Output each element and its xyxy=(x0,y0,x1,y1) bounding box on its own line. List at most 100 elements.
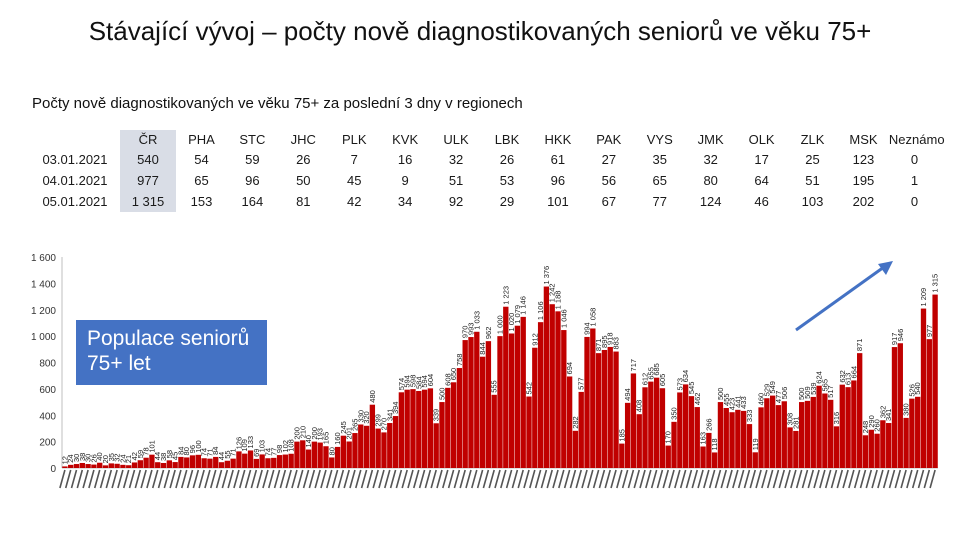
bar xyxy=(665,445,671,468)
data-label: 549 xyxy=(768,381,777,394)
data-label: 282 xyxy=(571,416,580,429)
x-tick-mark xyxy=(911,469,919,489)
y-tick-label: 1 400 xyxy=(31,279,56,290)
data-label: 58 xyxy=(165,450,174,458)
bar xyxy=(300,440,306,468)
data-label: 201 xyxy=(345,427,354,440)
data-label: 84 xyxy=(176,447,185,455)
data-label: 912 xyxy=(530,333,539,346)
data-label: 993 xyxy=(466,323,475,336)
data-label: 96 xyxy=(188,445,197,453)
table-cell: 77 xyxy=(652,194,667,209)
data-label: 308 xyxy=(786,413,795,426)
x-tick-mark xyxy=(82,469,89,489)
bar xyxy=(305,449,312,468)
x-tick-mark xyxy=(674,469,681,489)
x-tick-mark xyxy=(894,469,902,489)
bar xyxy=(891,347,898,468)
data-label: 871 xyxy=(855,339,864,352)
table-cell: 67 xyxy=(601,194,617,209)
x-tick-mark xyxy=(70,469,78,489)
x-tick-mark xyxy=(308,469,316,489)
bar xyxy=(68,464,74,468)
bar xyxy=(97,462,103,468)
bar xyxy=(659,388,666,468)
bar xyxy=(723,408,729,468)
x-tick-mark xyxy=(59,469,66,489)
bar xyxy=(178,456,184,468)
data-label: 1 315 xyxy=(931,274,940,293)
data-label: 30 xyxy=(72,454,81,462)
data-label: 44 xyxy=(217,452,226,460)
data-label: 441 xyxy=(733,395,742,408)
x-tick-mark xyxy=(581,469,588,489)
x-tick-mark xyxy=(401,469,408,489)
x-tick-mark xyxy=(186,469,194,489)
bar xyxy=(323,446,329,468)
population-callout: Populace seniorů 75+ let xyxy=(76,320,267,385)
y-tick-label: 1 200 xyxy=(31,306,56,317)
x-tick-mark xyxy=(824,469,832,489)
bar xyxy=(926,339,932,468)
bar xyxy=(242,453,248,468)
y-tick-label: 200 xyxy=(39,438,56,449)
data-label: 260 xyxy=(873,419,882,432)
bar xyxy=(613,351,619,468)
data-label: 1 020 xyxy=(507,313,516,332)
column-header: PLK xyxy=(341,132,367,147)
table-row: 04.01.2021 977 65 96 50 45 9 51 53 96 56… xyxy=(30,170,940,191)
bar xyxy=(143,457,149,468)
bar xyxy=(700,446,706,468)
bar xyxy=(462,340,468,468)
x-tick-mark xyxy=(430,469,437,489)
x-tick-mark xyxy=(610,469,617,489)
x-tick-mark xyxy=(929,469,936,489)
x-tick-mark xyxy=(331,469,339,489)
x-tick-mark xyxy=(424,469,432,489)
bar xyxy=(456,368,463,468)
data-label: 290 xyxy=(867,415,876,428)
column-header: ULK xyxy=(443,132,469,147)
table-cell: 0 xyxy=(910,194,919,209)
bar xyxy=(758,407,764,468)
x-tick-mark xyxy=(633,469,641,489)
x-tick-mark xyxy=(888,469,896,489)
x-tick-mark xyxy=(656,469,664,489)
bar xyxy=(845,387,851,468)
table-cell: 65 xyxy=(194,173,209,188)
data-label: 103 xyxy=(258,440,267,453)
data-label: 160 xyxy=(333,432,342,445)
data-label: 529 xyxy=(762,384,771,397)
x-tick-mark xyxy=(755,469,762,489)
x-tick-mark xyxy=(140,469,147,489)
x-tick-mark xyxy=(923,469,931,489)
bar xyxy=(584,336,590,468)
bar xyxy=(271,457,277,468)
bar xyxy=(752,452,758,468)
data-label: 433 xyxy=(739,396,748,409)
x-tick-mark xyxy=(105,469,113,489)
x-tick-mark xyxy=(546,469,553,489)
bar xyxy=(682,384,689,468)
x-tick-mark xyxy=(175,469,182,489)
x-tick-mark xyxy=(517,469,524,489)
data-label: 594 xyxy=(403,375,412,388)
x-tick-mark xyxy=(418,469,426,489)
data-label: 119 xyxy=(751,438,760,450)
x-tick-mark xyxy=(262,469,269,489)
bar xyxy=(897,343,903,468)
bar xyxy=(804,400,811,468)
data-label: 35 xyxy=(107,453,116,461)
table-cell: 32 xyxy=(703,152,718,167)
bar xyxy=(839,384,845,468)
data-label: 84 xyxy=(211,447,220,455)
bar xyxy=(79,462,85,468)
bar xyxy=(526,396,532,468)
x-tick-mark xyxy=(314,469,321,489)
column-header: ZLK xyxy=(800,132,825,147)
table-cell: 34 xyxy=(397,194,413,209)
x-tick-mark xyxy=(291,469,298,489)
x-tick-mark xyxy=(233,469,240,489)
data-label: 20 xyxy=(101,455,110,463)
bar xyxy=(717,402,724,468)
